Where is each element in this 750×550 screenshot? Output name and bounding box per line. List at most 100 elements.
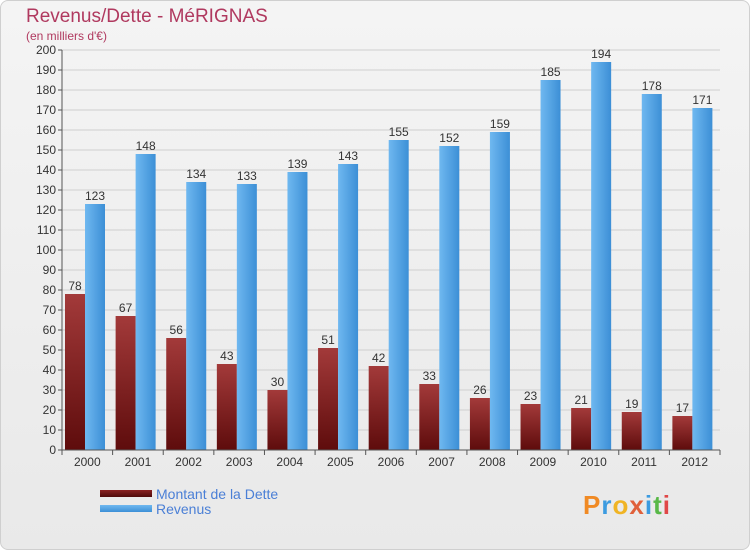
y-tick-label: 190 <box>36 63 56 77</box>
bar-revenus <box>236 184 257 450</box>
data-labels: 78 123 67 148 56 134 43 133 30 139 51 143 42 155 33 152… <box>68 47 712 415</box>
y-tick-label: 80 <box>43 283 57 297</box>
bar-revenus <box>338 164 359 450</box>
data-label: 185 <box>541 65 561 79</box>
bar-dette <box>520 404 541 450</box>
x-tick-label: 2012 <box>681 455 708 469</box>
x-tick-label: 2007 <box>428 455 455 469</box>
legend: Montant de la Dette Revenus <box>100 485 279 517</box>
bar-dette <box>672 416 693 450</box>
data-label: 26 <box>473 383 487 397</box>
logo-letter: P <box>583 490 602 520</box>
data-label: 139 <box>287 157 307 171</box>
bar-revenus <box>85 204 105 450</box>
y-tick-label: 120 <box>36 203 56 217</box>
data-label: 17 <box>676 401 690 415</box>
data-label: 133 <box>237 169 257 183</box>
data-label: 21 <box>574 393 588 407</box>
bar-revenus <box>135 154 156 450</box>
bar-dette <box>571 408 592 450</box>
bar-revenus <box>439 146 460 450</box>
data-label: 178 <box>642 79 662 93</box>
y-tick-label: 70 <box>43 303 57 317</box>
logo-letter: i <box>662 490 671 520</box>
bar-revenus <box>692 108 713 450</box>
y-tick-label: 0 <box>49 443 56 457</box>
data-label: 194 <box>591 47 611 61</box>
data-label: 51 <box>321 333 335 347</box>
data-label: 42 <box>372 351 386 365</box>
data-label: 23 <box>524 389 538 403</box>
x-tick-label: 2006 <box>378 455 405 469</box>
y-tick-label: 160 <box>36 123 56 137</box>
logo-letter: i <box>644 490 654 520</box>
bar-dette <box>166 338 187 450</box>
chart-title: Revenus/Dette - MéRIGNAS <box>26 6 268 27</box>
bar-revenus <box>489 132 510 450</box>
bar-revenus <box>186 182 207 450</box>
bar-dette <box>621 412 642 450</box>
y-tick-label: 60 <box>43 323 57 337</box>
logo-letter: t <box>653 490 663 520</box>
bar-dette <box>216 364 237 450</box>
y-tick-label: 10 <box>43 423 57 437</box>
bar-dette <box>115 316 136 450</box>
y-tick-label: 40 <box>43 363 57 377</box>
y-tick-label: 150 <box>36 143 56 157</box>
proxiti-logo: Proxiti <box>583 490 671 521</box>
y-tick-label: 130 <box>36 183 56 197</box>
x-tick-label: 2008 <box>479 455 506 469</box>
data-label: 134 <box>186 167 206 181</box>
x-tick-label: 2002 <box>175 455 202 469</box>
y-tick-label: 20 <box>43 403 57 417</box>
data-label: 30 <box>271 375 285 389</box>
data-label: 43 <box>220 349 234 363</box>
y-tick-label: 100 <box>36 243 56 257</box>
logo-letter: o <box>612 490 630 520</box>
x-tick-label: 2000 <box>74 455 101 469</box>
bar-dette <box>65 294 85 450</box>
y-tick-label: 30 <box>43 383 57 397</box>
bars <box>65 62 713 450</box>
x-tick-label: 2005 <box>327 455 354 469</box>
bar-revenus <box>388 140 409 450</box>
data-label: 123 <box>85 189 105 203</box>
bar-dette <box>419 384 440 450</box>
logo-letter: r <box>601 490 613 520</box>
y-tick-label: 140 <box>36 163 56 177</box>
bar-dette <box>469 398 490 450</box>
x-tick-label: 2011 <box>631 455 657 469</box>
data-label: 148 <box>136 139 156 153</box>
y-axis-ticks: 0 10 20 30 40 50 60 70 80 90 100 110 120 130 140 150 160… <box>36 43 62 457</box>
legend-swatch-dette <box>100 490 152 497</box>
x-tick-label: 2004 <box>276 455 303 469</box>
legend-label-dette: Montant de la Dette <box>156 485 279 502</box>
legend-item-revenus: Revenus <box>100 500 278 517</box>
bar-revenus <box>287 172 308 450</box>
data-label: 159 <box>490 117 510 131</box>
y-tick-label: 180 <box>36 83 56 97</box>
data-label: 171 <box>692 93 712 107</box>
bar-dette <box>368 366 389 450</box>
y-tick-label: 200 <box>36 43 56 57</box>
logo-letter: x <box>629 490 645 520</box>
data-label: 56 <box>170 323 184 337</box>
y-tick-label: 170 <box>36 103 56 117</box>
y-tick-label: 50 <box>43 343 57 357</box>
legend-swatch-revenus <box>100 505 152 512</box>
x-axis-ticks: 2000 2001 2002 2003 2004 2005 2006 2007 2008 2009… <box>61 450 721 469</box>
bar-revenus <box>540 80 561 450</box>
data-label: 155 <box>389 125 409 139</box>
bar-revenus <box>591 62 612 450</box>
x-tick-label: 2003 <box>226 455 253 469</box>
data-label: 33 <box>423 369 437 383</box>
legend-item-dette: Montant de la Dette <box>100 485 279 502</box>
data-label: 143 <box>338 149 358 163</box>
y-tick-label: 90 <box>43 263 57 277</box>
legend-label-revenus: Revenus <box>156 500 212 517</box>
data-label: 67 <box>119 301 133 315</box>
x-tick-label: 2001 <box>125 455 152 469</box>
bar-revenus <box>641 94 662 450</box>
